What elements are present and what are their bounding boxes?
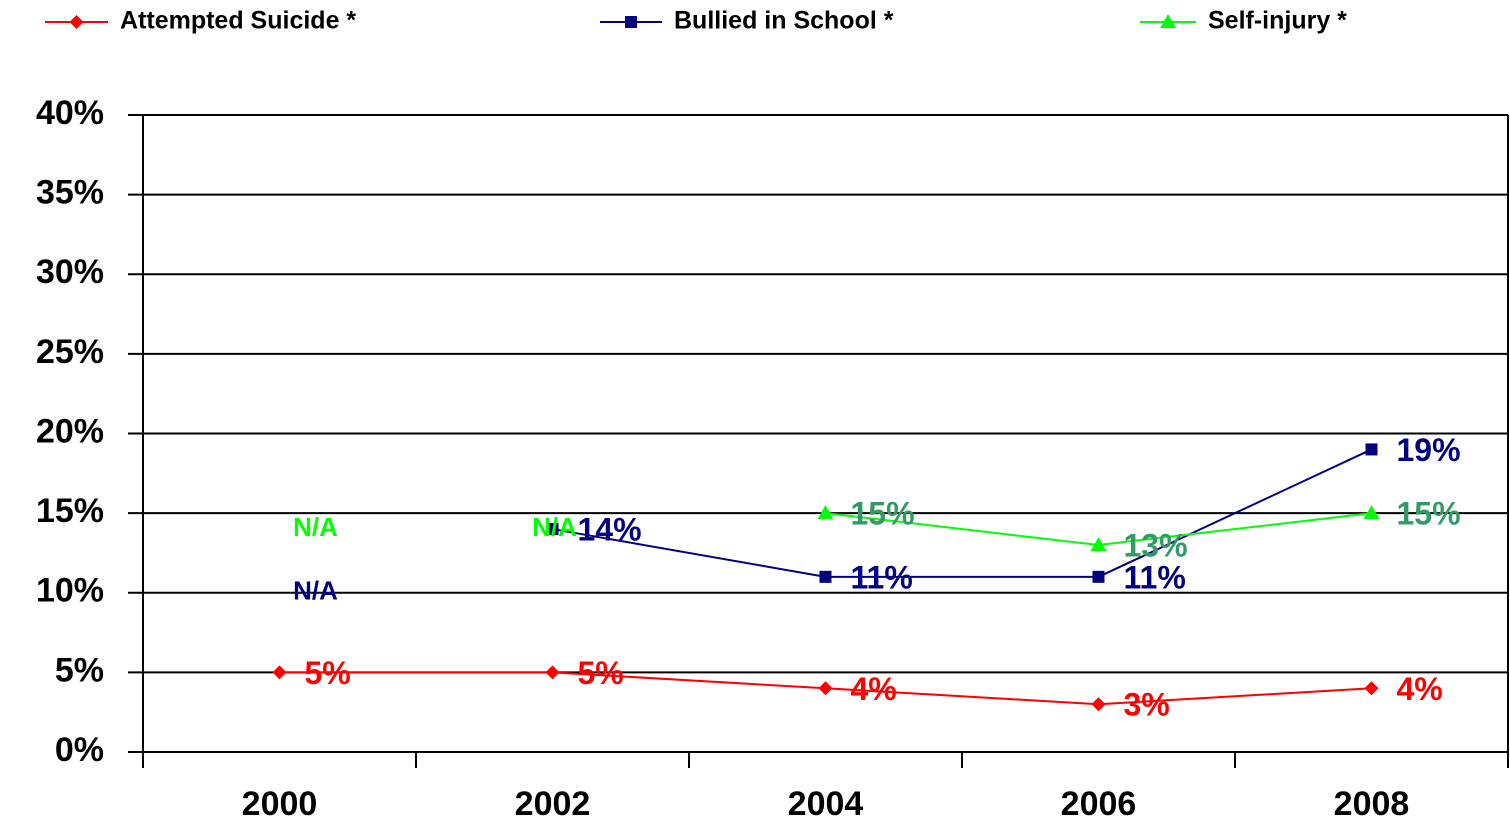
na-label: N/A [293, 576, 338, 606]
point-marker [545, 665, 560, 680]
legend-marker [1160, 14, 1176, 28]
y-tick-label: 35% [36, 174, 104, 212]
value-label: 13% [1124, 527, 1188, 563]
y-tick-label: 15% [36, 492, 104, 530]
point-marker [1364, 681, 1379, 696]
legend-label: Self-injury * [1208, 7, 1347, 35]
value-label: 3% [1124, 687, 1170, 723]
value-label: 4% [851, 671, 897, 707]
value-label: 5% [305, 655, 351, 691]
value-label: 11% [1124, 559, 1186, 595]
point-marker [1092, 570, 1105, 583]
y-tick-label: 10% [36, 572, 104, 610]
value-label: 15% [1397, 496, 1461, 532]
point-marker [1363, 505, 1380, 520]
point-marker [546, 523, 559, 536]
x-tick-label: 2004 [788, 785, 864, 823]
point-marker [817, 505, 834, 520]
value-label: 4% [1397, 671, 1443, 707]
y-tick-label: 5% [55, 651, 104, 689]
x-tick-label: 2006 [1061, 785, 1137, 823]
legend-marker [69, 15, 84, 29]
y-tick-label: 0% [55, 731, 104, 769]
value-label: 19% [1397, 432, 1461, 468]
point-marker [818, 681, 833, 696]
value-label: 15% [851, 496, 915, 532]
point-marker [1365, 443, 1378, 456]
legend-label: Attempted Suicide * [120, 7, 356, 35]
value-label: 11% [851, 559, 913, 595]
y-tick-label: 25% [36, 333, 104, 371]
point-marker [1090, 536, 1107, 551]
legend-label: Bullied in School * [674, 7, 894, 35]
y-tick-label: 20% [36, 412, 104, 450]
na-label: N/A [532, 512, 577, 542]
point-marker [819, 570, 832, 583]
y-tick-label: 30% [36, 253, 104, 291]
x-tick-label: 2008 [1334, 785, 1410, 823]
value-label: 14% [578, 512, 642, 548]
x-tick-label: 2002 [515, 785, 591, 823]
point-marker [272, 665, 287, 680]
x-tick-label: 2000 [242, 785, 318, 823]
value-label: 5% [578, 655, 624, 691]
point-marker [1091, 697, 1106, 712]
y-tick-label: 40% [36, 94, 104, 132]
na-label: N/A [293, 512, 338, 542]
legend-marker [625, 16, 637, 28]
series-line [552, 448, 1372, 578]
